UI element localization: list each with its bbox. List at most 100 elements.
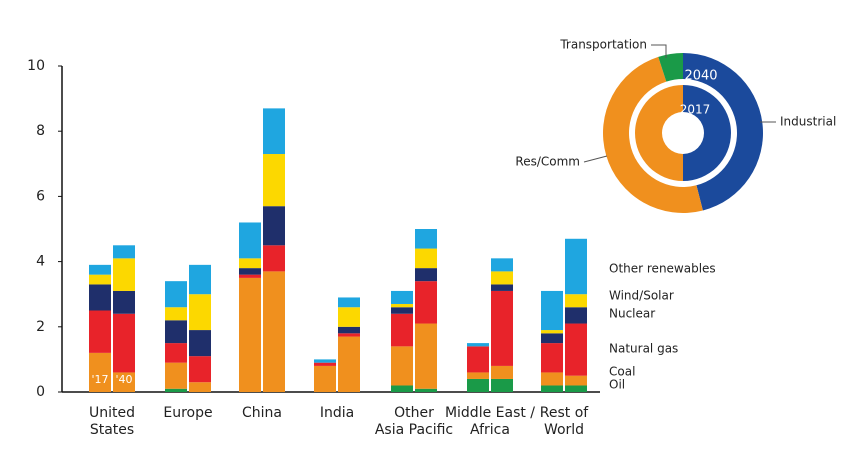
ring-label: 2040 bbox=[684, 69, 717, 84]
bar-segment bbox=[565, 323, 587, 376]
legend-label: Coal bbox=[609, 365, 635, 379]
bar-segment bbox=[338, 326, 360, 334]
bar-segment bbox=[189, 330, 211, 357]
bar-segment bbox=[263, 108, 285, 155]
bar-segment bbox=[239, 277, 261, 392]
bar-segment bbox=[415, 281, 437, 324]
x-tick-label: Asia Pacific bbox=[375, 422, 453, 438]
period-label: '40 bbox=[115, 373, 132, 386]
donut-slice bbox=[683, 53, 764, 211]
bar-segment bbox=[263, 154, 285, 207]
period-label: '17 bbox=[91, 373, 108, 386]
bar-segment bbox=[415, 323, 437, 389]
bar-segment bbox=[415, 268, 437, 282]
bar-segment bbox=[338, 333, 360, 337]
bar-segment bbox=[239, 268, 261, 275]
bar-segment bbox=[263, 245, 285, 272]
bar-segment bbox=[314, 362, 336, 366]
bar-segment bbox=[165, 343, 187, 363]
donut-slice bbox=[658, 53, 683, 82]
bar-segment bbox=[89, 310, 111, 353]
bar-segment bbox=[239, 222, 261, 259]
donut-slice bbox=[602, 56, 703, 214]
bar-segment bbox=[189, 294, 211, 331]
bar-segment bbox=[263, 206, 285, 246]
y-tick-label: 4 bbox=[36, 254, 45, 270]
x-tick-label: United bbox=[89, 405, 135, 421]
leader-line bbox=[651, 44, 667, 58]
bar-segment bbox=[189, 356, 211, 383]
donut-slice bbox=[635, 85, 683, 181]
y-tick-label: 6 bbox=[36, 188, 45, 204]
bar-segment bbox=[491, 258, 513, 272]
bar-segment bbox=[541, 290, 563, 331]
bar-segment bbox=[89, 284, 111, 311]
bar-segment bbox=[391, 346, 413, 386]
bar-segment bbox=[165, 307, 187, 321]
x-tick-label: Rest of bbox=[540, 405, 590, 421]
y-tick-label: 2 bbox=[36, 319, 45, 335]
bar-segment bbox=[541, 330, 563, 334]
bar-segment bbox=[189, 264, 211, 295]
bar-segment bbox=[89, 352, 111, 392]
x-tick-label: Africa bbox=[470, 422, 510, 438]
bar-segment bbox=[239, 274, 261, 278]
x-tick-label: India bbox=[320, 405, 354, 421]
slice-label: Transportation bbox=[559, 38, 647, 52]
bar-segment bbox=[491, 378, 513, 392]
bar-segment bbox=[541, 372, 563, 386]
bar-segment bbox=[113, 290, 135, 314]
bar-segment bbox=[391, 307, 413, 314]
ring-label: 2017 bbox=[680, 103, 711, 117]
bar-segment bbox=[415, 388, 437, 392]
bar-segment bbox=[541, 343, 563, 373]
bar-segment bbox=[391, 290, 413, 304]
x-tick-label: World bbox=[544, 422, 584, 438]
bar-segment bbox=[314, 359, 336, 363]
bar-segment bbox=[415, 248, 437, 269]
bar-segment bbox=[391, 313, 413, 347]
bar-segment bbox=[565, 294, 587, 308]
y-tick-label: 0 bbox=[36, 384, 45, 400]
ring-separator bbox=[630, 80, 736, 186]
bar-segment bbox=[113, 258, 135, 291]
bar-segment bbox=[165, 362, 187, 389]
x-tick-label: Middle East / bbox=[445, 405, 535, 421]
bar-segment bbox=[391, 303, 413, 308]
bar-segment bbox=[239, 258, 261, 269]
bar-segment bbox=[541, 385, 563, 392]
bar-segment bbox=[491, 271, 513, 285]
bar-segment bbox=[491, 365, 513, 379]
bar-segment bbox=[338, 307, 360, 327]
bar-segment bbox=[565, 375, 587, 386]
bar-segment bbox=[165, 281, 187, 308]
legend-label: Wind/Solar bbox=[609, 289, 674, 303]
y-tick-label: 8 bbox=[36, 123, 45, 139]
bar-segment bbox=[467, 343, 489, 347]
donut-slice bbox=[683, 85, 731, 181]
bar-segment bbox=[165, 320, 187, 344]
bar-segment bbox=[467, 346, 489, 373]
bar-segment bbox=[491, 284, 513, 291]
x-tick-label: China bbox=[242, 405, 282, 421]
bar-segment bbox=[89, 274, 111, 285]
y-tick-label: 10 bbox=[27, 58, 45, 74]
bar-segment bbox=[338, 336, 360, 392]
x-tick-label: Other bbox=[394, 405, 434, 421]
bar-segment bbox=[263, 271, 285, 392]
bar-segment bbox=[338, 297, 360, 308]
leader-line bbox=[583, 155, 608, 163]
bar-segment bbox=[565, 307, 587, 324]
x-tick-label: Europe bbox=[163, 405, 212, 421]
x-tick-label: States bbox=[90, 422, 134, 438]
legend-label: Natural gas bbox=[609, 342, 678, 356]
bar-segment bbox=[467, 372, 489, 379]
slice-label: Industrial bbox=[780, 115, 836, 129]
legend-label: Other renewables bbox=[609, 262, 716, 276]
bar-segment bbox=[415, 229, 437, 249]
bar-segment bbox=[113, 372, 135, 392]
slice-label: Res/Comm bbox=[515, 155, 580, 169]
bar-segment bbox=[113, 245, 135, 259]
bar-segment bbox=[565, 385, 587, 392]
